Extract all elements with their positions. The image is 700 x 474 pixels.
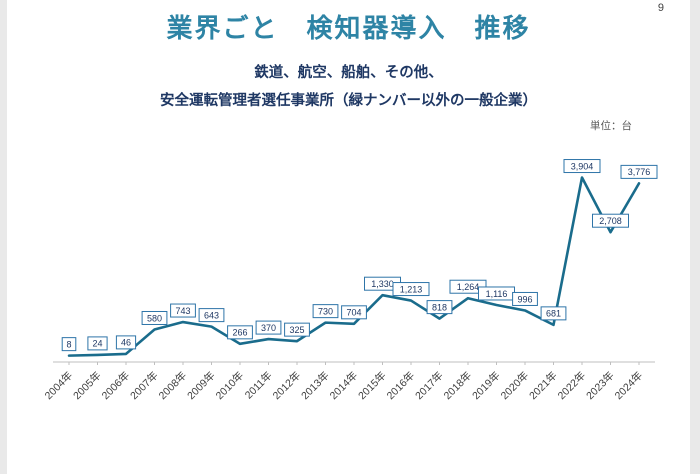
data-label-box [512, 291, 538, 306]
x-tick-label: 2022年 [555, 368, 588, 401]
slide: 9 業界ごと 検知器導入 推移 鉄道、航空、船舶、その他、 安全運転管理者選任事… [7, 0, 690, 474]
data-label-box [341, 304, 367, 319]
data-label: 1,264 [457, 282, 480, 292]
data-label: 2,708 [599, 216, 622, 226]
data-label-box [255, 320, 282, 335]
chart-subtitle: 鉄道、航空、船舶、その他、 安全運転管理者選任事業所（緑ナンバー以外の一般企業） [7, 59, 690, 116]
x-tick-label: 2005年 [70, 368, 103, 401]
data-label: 1,116 [486, 288, 508, 298]
x-tick-label: 2007年 [127, 368, 160, 401]
data-label-box [563, 158, 601, 173]
data-label: 8 [66, 339, 71, 349]
data-label: 3,776 [628, 167, 651, 177]
x-tick-label: 2008年 [156, 368, 189, 401]
page-number: 9 [657, 2, 664, 14]
data-label-box [592, 213, 629, 228]
data-label: 266 [232, 327, 247, 337]
x-tick-label: 2016年 [384, 368, 417, 401]
data-label: 743 [175, 305, 190, 315]
data-label: 704 [346, 307, 361, 317]
data-label: 643 [204, 310, 219, 320]
chart-subtitle-line1: 鉄道、航空、船舶、その他、 [254, 65, 443, 81]
data-label: 730 [318, 306, 333, 316]
data-label-box [87, 335, 108, 350]
data-label-box [312, 303, 339, 318]
x-tick-label: 2019年 [469, 368, 502, 401]
x-tick-label: 2004年 [42, 368, 75, 401]
data-label: 818 [432, 302, 447, 312]
data-label-box [115, 334, 137, 349]
data-label-box [284, 322, 310, 337]
x-tick-label: 2018年 [441, 368, 474, 401]
trend-chart: 8 24 46 580 743 643 266 370 325 730 704 1,330 1,213 8… [42, 158, 658, 402]
data-label: 996 [517, 294, 532, 304]
data-label: 681 [546, 308, 561, 318]
chart-subtitle-line2: 安全運転管理者選任事業所（緑ナンバー以外の一般企業） [160, 93, 537, 110]
data-label-box [540, 305, 567, 320]
page-title: 業界ごと 検知器導入 推移 [166, 13, 531, 43]
data-label: 580 [147, 313, 162, 323]
data-label: 24 [92, 338, 102, 348]
data-label: 46 [121, 337, 131, 347]
x-tick-label: 2024年 [612, 368, 645, 401]
x-tick-label: 2023年 [583, 368, 616, 401]
chart-area: 8 24 46 580 743 643 266 370 325 730 704 1,330 1,213 8… [17, 134, 690, 457]
x-tick-label: 2012年 [270, 368, 303, 401]
data-label-box [141, 310, 168, 325]
unit-label: 単位：台 [590, 119, 632, 132]
x-tick-label: 2006年 [99, 368, 132, 401]
x-tick-label: 2017年 [412, 368, 445, 401]
x-tick-label: 2020年 [498, 368, 531, 401]
x-tick-label: 2009年 [184, 368, 217, 401]
data-label: 325 [289, 324, 304, 334]
data-label-box [198, 307, 225, 322]
data-label-box [227, 324, 253, 339]
data-label: 1,213 [400, 284, 423, 294]
data-label-box [170, 303, 196, 318]
data-label-box [61, 336, 77, 351]
data-label: 1,330 [371, 279, 394, 289]
series-line [67, 175, 641, 357]
x-tick-label: 2014年 [327, 368, 360, 401]
data-label-box [426, 299, 453, 314]
x-tick-label: 2013年 [298, 368, 331, 401]
data-label: 370 [261, 322, 276, 332]
data-label: 3,904 [571, 161, 594, 171]
x-tick-label: 2011年 [242, 368, 275, 401]
data-label-box [392, 281, 430, 296]
x-tick-label: 2015年 [355, 368, 388, 401]
data-label-box [620, 164, 658, 179]
x-tick-label: 2021年 [526, 368, 559, 401]
x-tick-label: 2010年 [213, 368, 246, 401]
